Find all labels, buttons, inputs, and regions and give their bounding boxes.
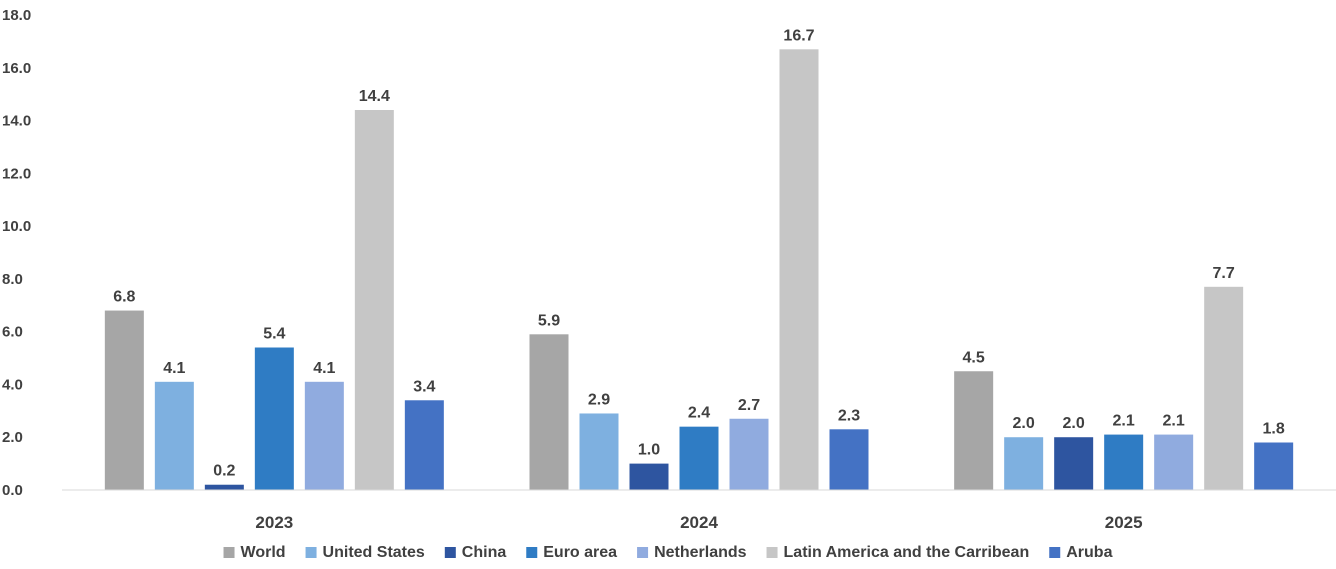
data-label: 1.8 <box>1263 421 1285 438</box>
data-label: 2.3 <box>838 407 860 424</box>
data-label: 4.1 <box>313 360 335 377</box>
bar <box>679 426 719 490</box>
data-label: 2.9 <box>588 391 610 408</box>
bars <box>104 49 1294 491</box>
x-tick-label: 2024 <box>680 513 718 532</box>
legend-item: Netherlands <box>637 544 747 561</box>
bar <box>1254 442 1294 490</box>
legend-label: Aruba <box>1066 544 1112 561</box>
data-label: 1.0 <box>638 442 660 459</box>
data-label: 14.4 <box>359 88 390 105</box>
y-tick-label: 14.0 <box>2 113 31 130</box>
y-tick-label: 16.0 <box>2 60 31 77</box>
legend-swatch <box>223 547 235 558</box>
data-label: 2.4 <box>688 405 710 422</box>
bar <box>104 310 144 490</box>
data-label: 2.0 <box>1063 415 1085 432</box>
bar <box>254 347 294 490</box>
y-tick-label: 8.0 <box>2 271 23 288</box>
legend-label: World <box>241 544 286 561</box>
bar <box>1154 434 1194 490</box>
legend-swatch <box>526 547 538 558</box>
data-label: 4.5 <box>963 349 985 366</box>
data-label: 2.0 <box>1013 415 1035 432</box>
data-label: 16.7 <box>783 27 814 44</box>
legend-swatch <box>444 547 456 558</box>
bar <box>954 371 994 490</box>
data-label: 5.4 <box>263 326 285 343</box>
bar <box>354 110 394 490</box>
data-label: 6.8 <box>113 289 135 306</box>
legend-label: Euro area <box>543 544 617 561</box>
x-tick-label: 2023 <box>255 513 293 532</box>
y-axis: 0.0 2.0 4.0 6.0 8.0 10.0 12.0 14.0 16.0 18.0 <box>2 7 31 499</box>
bar <box>204 484 244 490</box>
legend-label: Latin America and the Carribean <box>784 544 1030 561</box>
bar <box>1204 286 1244 490</box>
bar <box>1104 434 1144 490</box>
bar <box>579 413 619 490</box>
data-label: 2.7 <box>738 397 760 414</box>
bar <box>154 381 194 490</box>
data-label: 4.1 <box>163 360 185 377</box>
legend-swatch <box>766 547 778 558</box>
bar <box>1054 437 1094 490</box>
data-label: 2.1 <box>1113 413 1135 430</box>
data-label: 0.2 <box>213 463 235 480</box>
y-tick-label: 6.0 <box>2 324 23 341</box>
legend-label: Netherlands <box>654 544 747 561</box>
bar <box>404 400 444 490</box>
y-tick-label: 10.0 <box>2 218 31 235</box>
x-tick-label: 2025 <box>1105 513 1143 532</box>
bar <box>779 49 819 491</box>
data-labels: 6.8 4.1 0.2 5.4 4.1 14.4 3.4 5.9 2.9 1.0 2.4 2.7 16.… <box>113 27 1285 479</box>
bar <box>304 381 344 490</box>
data-label: 7.7 <box>1213 265 1235 282</box>
bar <box>629 463 669 490</box>
legend-label: China <box>462 544 507 561</box>
data-label: 5.9 <box>538 312 560 329</box>
y-tick-label: 12.0 <box>2 165 31 182</box>
legend-swatch <box>637 547 649 558</box>
legend-item: Latin America and the Carribean <box>766 544 1030 561</box>
legend-swatch <box>305 547 317 558</box>
legend: World United States China Euro area Netherla… <box>223 544 1113 561</box>
y-tick-label: 18.0 <box>2 7 31 24</box>
legend-item: Aruba <box>1049 544 1113 561</box>
legend-item: Euro area <box>526 544 617 561</box>
data-label: 2.1 <box>1163 413 1185 430</box>
legend-swatch <box>1049 547 1061 558</box>
legend-label: United States <box>323 544 425 561</box>
y-tick-label: 2.0 <box>2 429 23 446</box>
x-axis: 2023 2024 2025 <box>255 513 1142 532</box>
legend-item: China <box>444 544 507 561</box>
y-tick-label: 4.0 <box>2 376 23 393</box>
legend-item: World <box>223 544 286 561</box>
bar <box>729 418 769 490</box>
bar <box>529 334 569 490</box>
y-tick-label: 0.0 <box>2 482 23 499</box>
legend-item: United States <box>305 544 425 561</box>
bar <box>1004 437 1044 490</box>
data-label: 3.4 <box>413 378 435 395</box>
bar <box>829 429 869 490</box>
